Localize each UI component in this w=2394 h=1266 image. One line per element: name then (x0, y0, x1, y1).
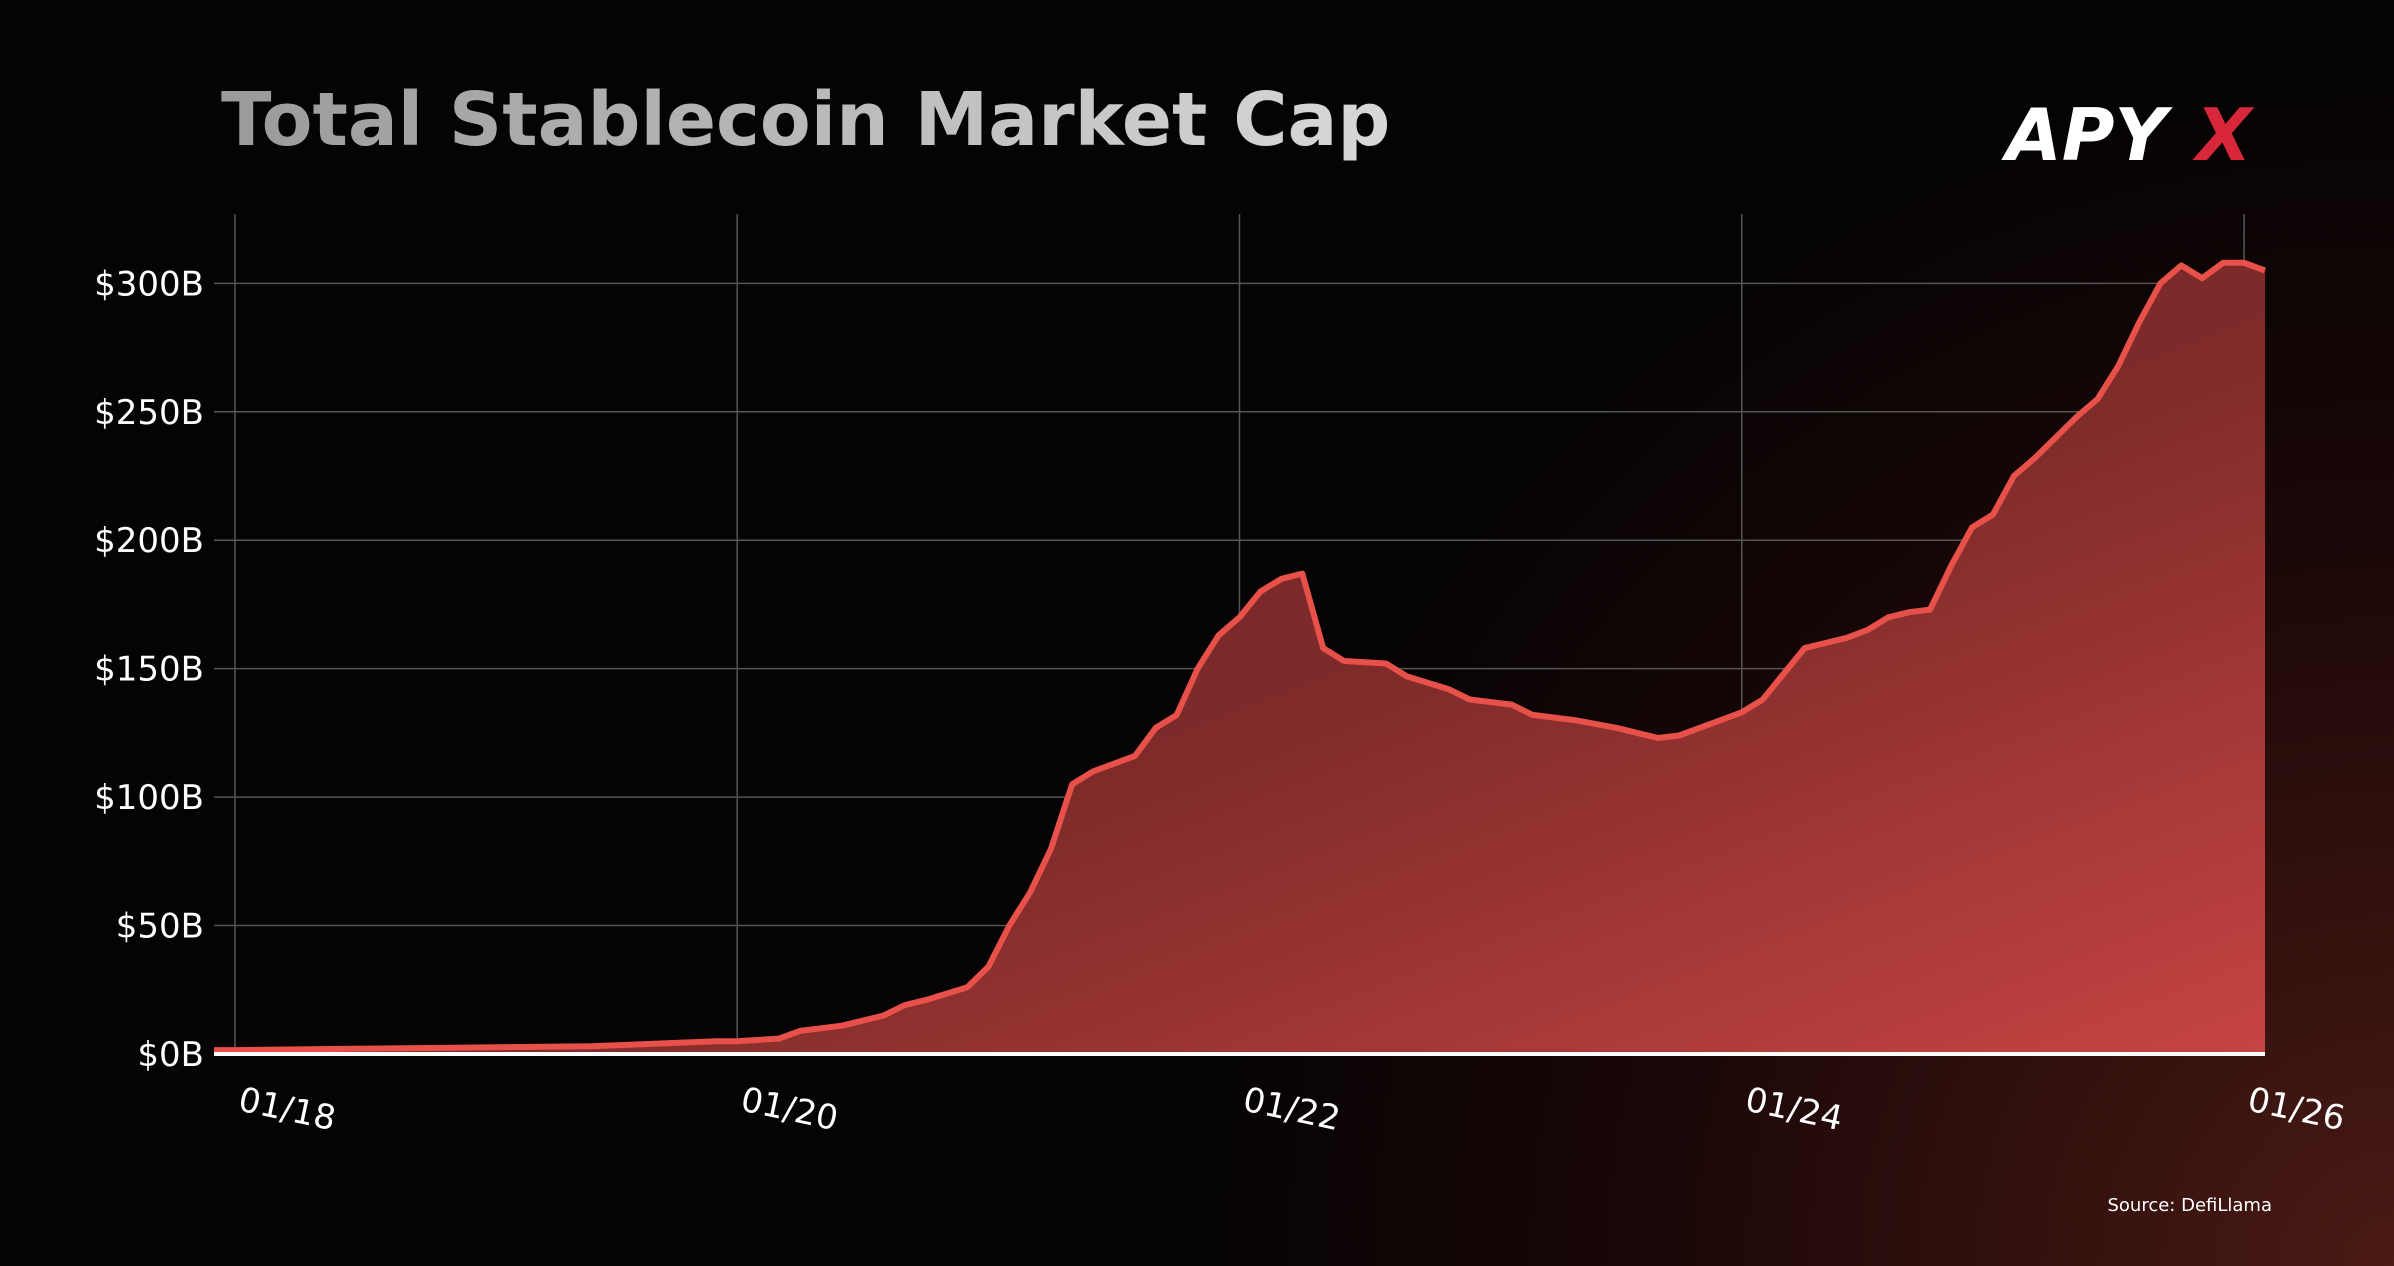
y-tick-label: $0B (137, 1035, 204, 1075)
source-note: Source: DefiLlama (2107, 1195, 2272, 1216)
area (214, 262, 2265, 1054)
y-tick-label: $250B (94, 393, 204, 433)
y-tick-label: $50B (116, 907, 204, 947)
chart-title: Total Stablecoin Market Cap (221, 77, 1390, 163)
y-tick-label: $300B (94, 264, 204, 304)
logo-accent: X (2192, 93, 2255, 177)
y-tick-label: $200B (94, 521, 204, 561)
y-tick-label: $150B (94, 650, 204, 690)
y-tick-label: $100B (94, 778, 204, 818)
logo: APY (2001, 93, 2173, 177)
line (214, 259, 2267, 1054)
